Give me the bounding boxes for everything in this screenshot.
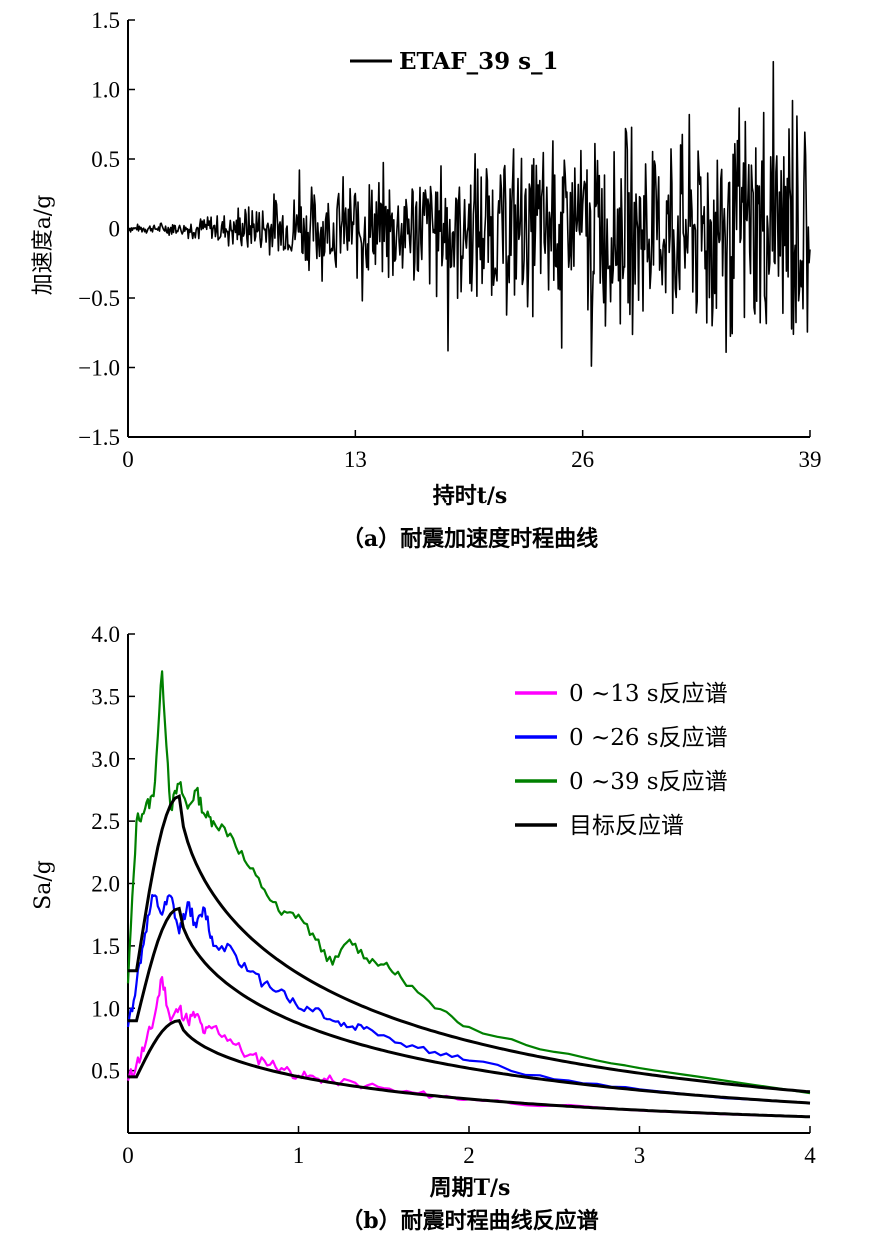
chart-b-target-26s (128, 906, 811, 1105)
chart-a-x-label: 持时t/s (433, 483, 508, 509)
chart-b-legend-label: 0 ~39 s反应谱 (569, 769, 728, 795)
chart-b-y-tick-label: 1.0 (91, 996, 120, 1021)
chart-a-x-tick-label: 26 (571, 447, 594, 472)
chart-a-y-label: 加速度a/g (31, 195, 56, 296)
chart-a-x-tick-label: 0 (122, 447, 134, 472)
chart-b-y-label: Sa/g (31, 860, 56, 910)
chart-a-y-tick-label: 0.5 (91, 147, 120, 172)
chart-b-y-tick-label: 1.5 (91, 934, 120, 959)
chart-a-y-tick-label: 0 (109, 217, 121, 242)
chart-a-x-tick-label: 13 (344, 447, 367, 472)
chart-b-y-tick-label: 0.5 (91, 1059, 120, 1084)
chart-b-y-tick-label: 3.0 (91, 747, 120, 772)
chart-b-target-39s (128, 793, 811, 1094)
chart-b-x-tick-label: 1 (293, 1143, 305, 1168)
chart-a-y-tick-label: −1.5 (78, 425, 120, 450)
chart-a-legend-label: ETAF_39 s_1 (399, 48, 559, 75)
chart-b-x-tick-label: 0 (122, 1143, 134, 1168)
chart-b: 4.0 3.5 3.0 2.5 2.0 1.5 1.0 0.5 0 1 2 3 4 0 ~13 s反应… (31, 622, 816, 1234)
chart-b-caption: （b）耐震时程曲线反应谱 (341, 1208, 598, 1234)
chart-b-series-0-39s (126, 670, 811, 1095)
chart-b-x-tick-label: 2 (463, 1143, 475, 1168)
chart-b-legend-label: 0 ~26 s反应谱 (569, 725, 728, 751)
chart-a: 1.5 1.0 0.5 0 −0.5 −1.0 −1.5 0 13 26 39 ETAF_39 s… (31, 8, 822, 552)
chart-b-y-tick-label: 2.5 (91, 809, 120, 834)
chart-b-legend-label: 目标反应谱 (569, 813, 684, 839)
chart-a-x-tick-label: 39 (799, 447, 822, 472)
chart-b-y-tick-label: 2.0 (91, 872, 120, 897)
chart-a-y-tick-label: 1.5 (91, 8, 120, 33)
chart-b-legend-label: 0 ~13 s反应谱 (569, 681, 728, 707)
chart-b-x-tick-label: 4 (804, 1143, 816, 1168)
chart-b-y-tick-label: 3.5 (91, 684, 120, 709)
chart-a-y-tick-label: −0.5 (78, 286, 120, 311)
chart-b-x-label: 周期T/s (430, 1175, 511, 1201)
chart-b-target-13s (128, 1019, 811, 1119)
chart-a-series-line (127, 60, 811, 367)
chart-a-y-tick-label: −1.0 (78, 356, 120, 381)
chart-b-y-tick-label: 4.0 (91, 622, 120, 647)
chart-a-y-tick-label: 1.0 (91, 78, 120, 103)
chart-a-caption: （a）耐震加速度时程曲线 (342, 526, 598, 552)
chart-b-x-tick-label: 3 (634, 1143, 646, 1168)
chart-b-series-0-26s (126, 894, 811, 1105)
